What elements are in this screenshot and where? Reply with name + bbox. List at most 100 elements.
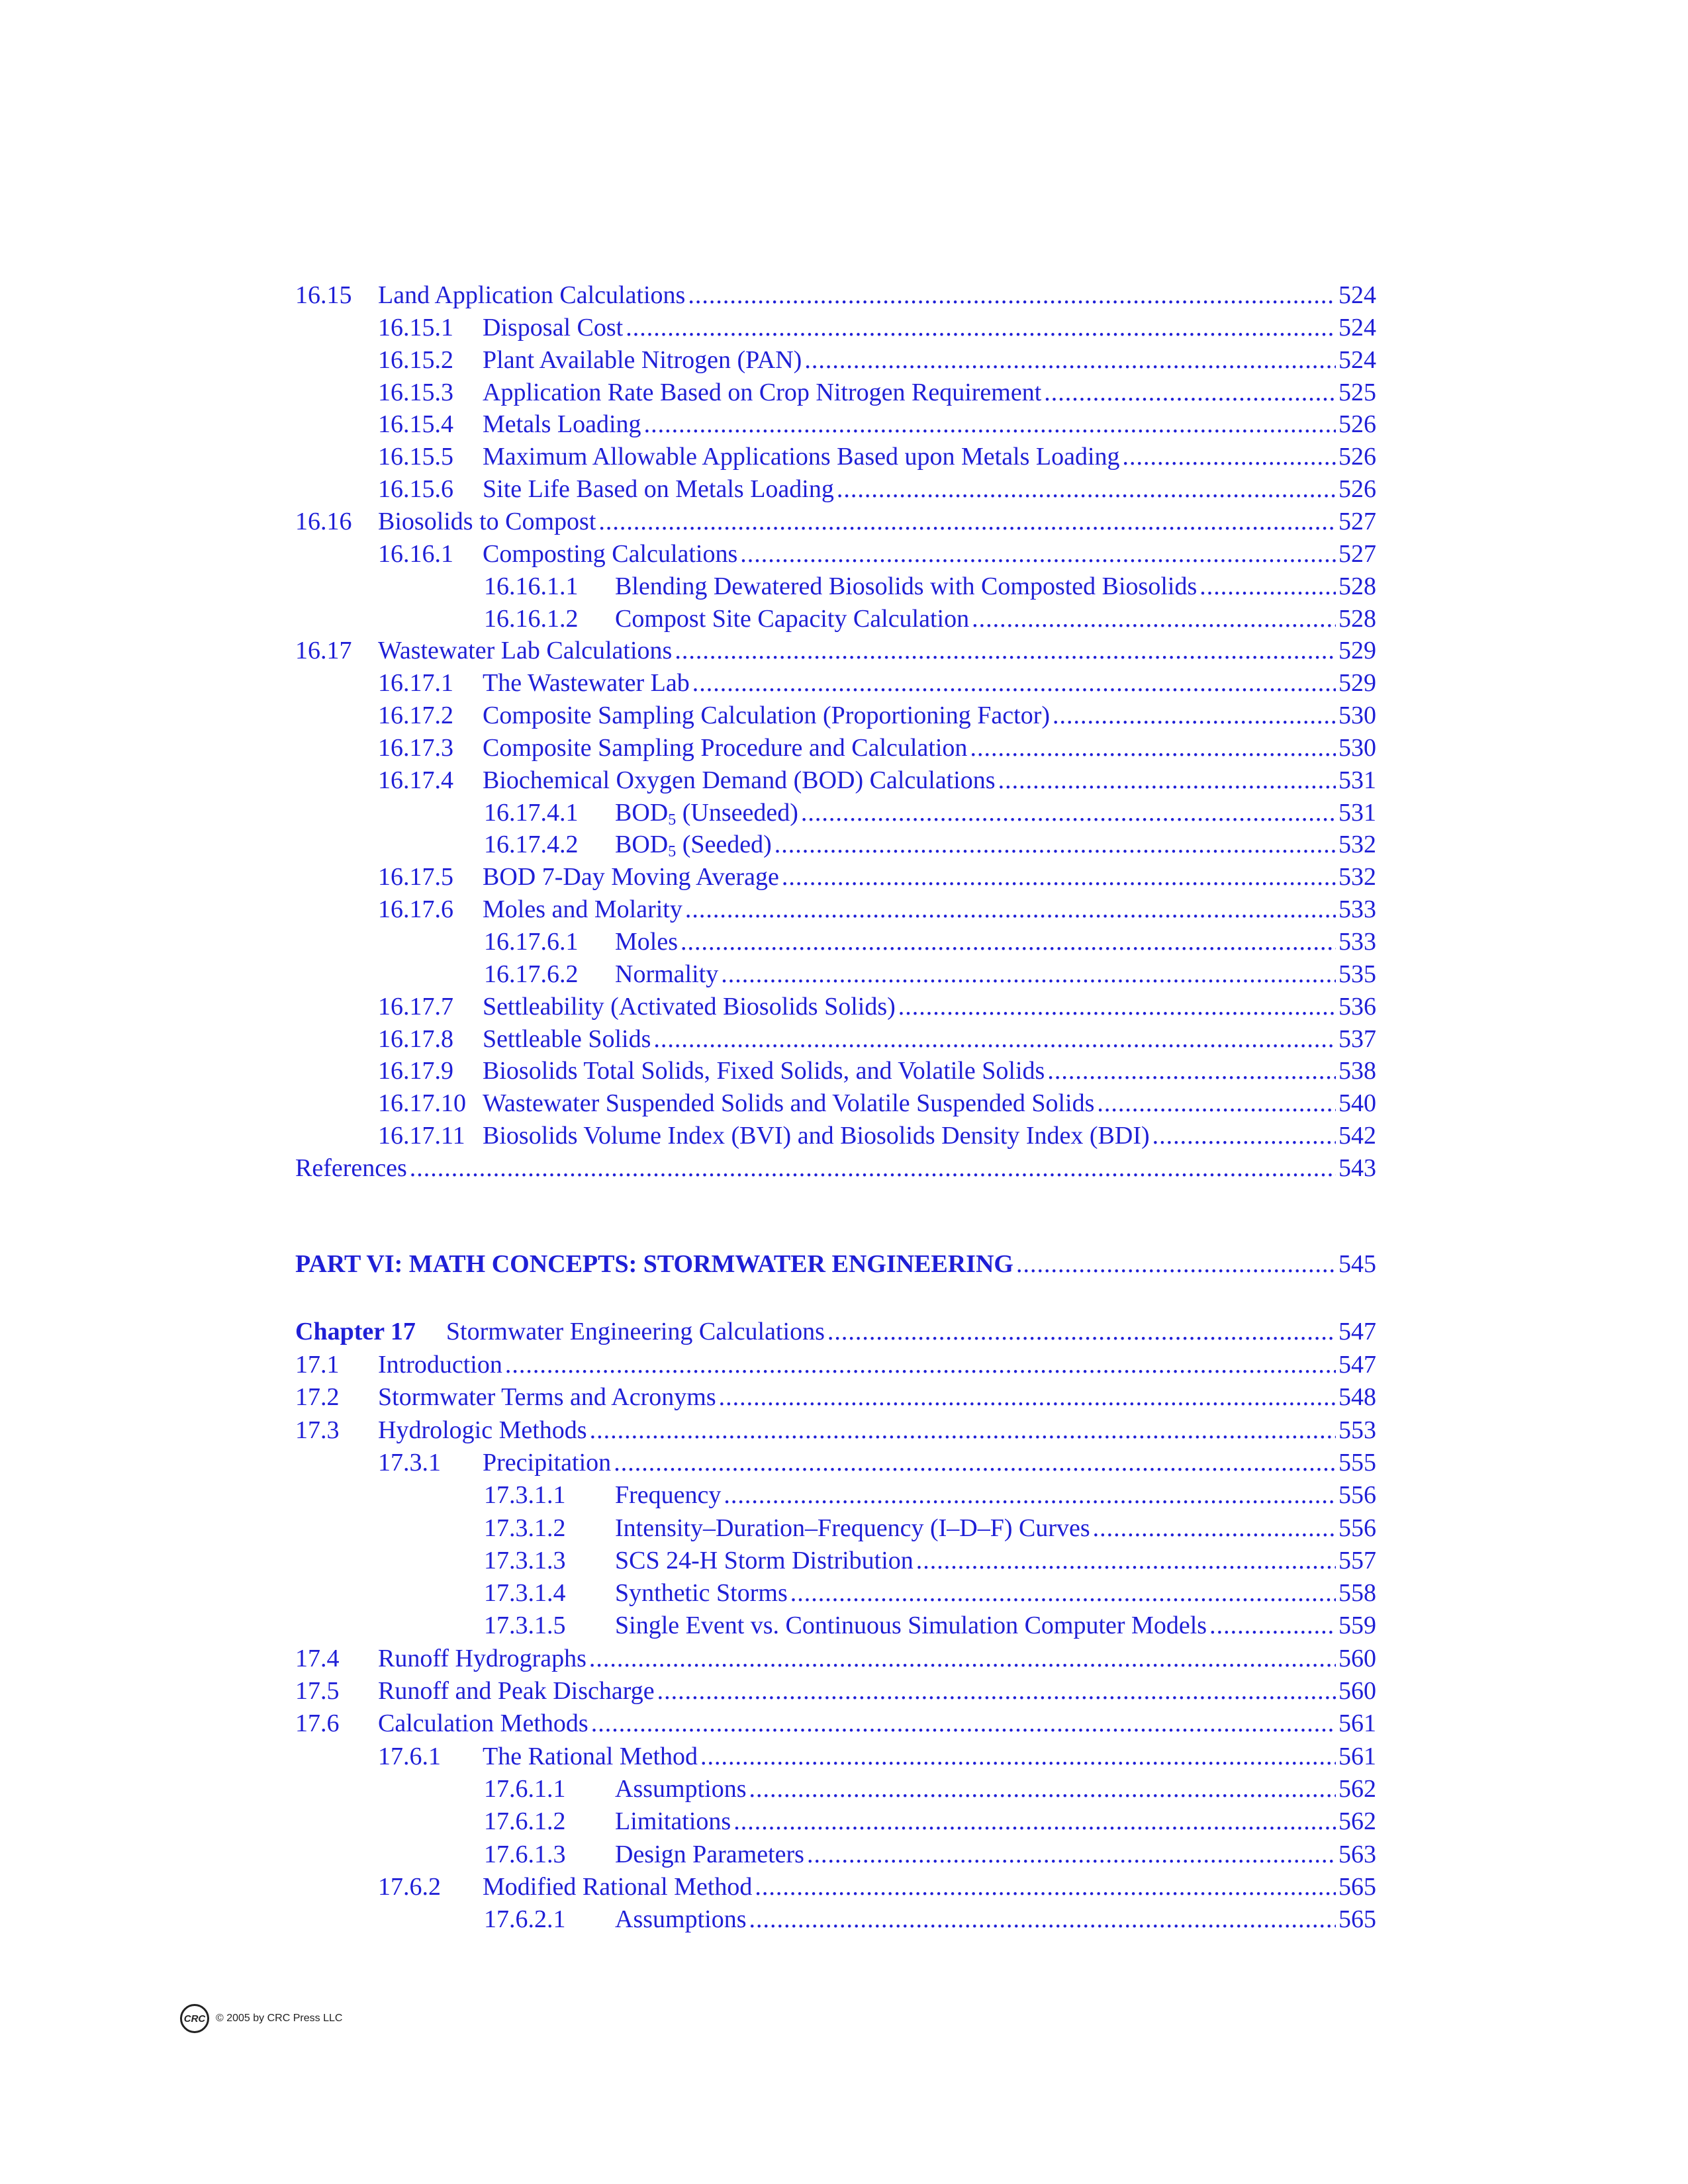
subscript: 5 — [668, 811, 677, 829]
section-number: 17.6.2.1 — [484, 1905, 566, 1934]
dot-leader — [657, 1675, 1336, 1707]
page-number: 527 — [1338, 539, 1376, 568]
section-number: 16.17.6.1 — [484, 928, 579, 956]
page-number: 561 — [1338, 1742, 1376, 1770]
page-number: 562 — [1338, 1807, 1376, 1836]
section-number: 16.17.1 — [378, 669, 453, 698]
title-text: (Unseeded) — [682, 798, 798, 827]
section-title: Wastewater Lab Calculations — [378, 635, 672, 666]
dot-leader — [774, 829, 1336, 860]
page-number: 536 — [1338, 992, 1376, 1021]
title-text: Biosolids Total Solids, Fixed Solids, an… — [483, 1057, 1045, 1085]
dot-leader — [807, 1839, 1336, 1870]
page-number: 529 — [1338, 637, 1376, 665]
section-number: 16.17.6 — [378, 895, 453, 924]
toc-entry: 17.4 Runoff Hydrographs 560 — [295, 1643, 1376, 1674]
title-text: Moles and Molarity — [483, 895, 682, 924]
subscript: 5 — [668, 843, 677, 861]
page-number: 526 — [1338, 475, 1376, 504]
dot-leader — [688, 279, 1336, 311]
dot-leader — [998, 764, 1336, 796]
toc-entry: 17.6.2.1 Assumptions 565 — [484, 1903, 1376, 1935]
title-text: Application Rate Based on Crop Nitrogen … — [483, 378, 1042, 406]
page-number: 540 — [1338, 1089, 1376, 1118]
toc-entry: 17.3.1 Precipitation 555 — [378, 1447, 1376, 1479]
section-title: Composite Sampling Procedure and Calcula… — [483, 732, 967, 764]
toc-entry: 16.17.9 Biosolids Total Solids, Fixed Sol… — [378, 1055, 1376, 1087]
page-number: 561 — [1338, 1709, 1376, 1738]
page-number: 556 — [1338, 1481, 1376, 1510]
section-number: 16.17.7 — [378, 992, 453, 1021]
dot-leader — [804, 344, 1336, 376]
dot-leader — [680, 926, 1336, 958]
footer: CRC © 2005 by CRC Press LLC — [180, 2004, 342, 2033]
section-title: Runoff Hydrographs — [378, 1643, 586, 1674]
section-title: Settleable Solids — [483, 1023, 651, 1055]
dot-leader — [916, 1545, 1336, 1576]
section-title: Introduction — [378, 1349, 502, 1381]
page-number: 543 — [1338, 1154, 1376, 1182]
section-number: 17.3.1.3 — [484, 1546, 566, 1574]
dot-leader — [1152, 1120, 1336, 1152]
dot-leader — [653, 1023, 1336, 1055]
page-number: 528 — [1338, 604, 1376, 633]
dot-leader — [721, 958, 1336, 990]
toc-entry: 16.17.3 Composite Sampling Procedure and … — [378, 732, 1376, 764]
toc-entry: 16.15 Land Application Calculations 524 — [295, 279, 1376, 311]
title-text: Settleable Solids — [483, 1024, 651, 1053]
page-number: 553 — [1338, 1416, 1376, 1444]
page-number: 556 — [1338, 1514, 1376, 1542]
title-text: Precipitation — [483, 1448, 612, 1477]
section-number: 17.3.1 — [378, 1448, 441, 1477]
section-title: Precipitation — [483, 1447, 611, 1479]
page-number: 529 — [1338, 669, 1376, 698]
section-title: Wastewater Suspended Solids and Volatile… — [483, 1087, 1094, 1119]
page-number: 548 — [1338, 1383, 1376, 1412]
toc-entry: 16.16.1.1 Blending Dewatered Biosolids wi… — [484, 570, 1376, 602]
toc-entry: 16.17.4.1 BOD5 (Unseeded) 531 — [484, 797, 1376, 829]
page-number: 565 — [1338, 1872, 1376, 1901]
page-number: 528 — [1338, 572, 1376, 600]
toc-entry: 17.3 Hydrologic Methods 553 — [295, 1414, 1376, 1446]
title-text: The Rational Method — [483, 1742, 698, 1770]
page-number: 525 — [1338, 378, 1376, 406]
section-number: 16.15.4 — [378, 410, 453, 439]
title-text: BOD — [615, 798, 669, 827]
section-number: 16.15.6 — [378, 475, 453, 504]
section-number: 16.17 — [295, 637, 352, 665]
section-title: Biosolids to Compost — [378, 506, 596, 537]
section-title: The Wastewater Lab — [483, 667, 690, 699]
section-number: 16.17.6.2 — [484, 960, 579, 988]
toc-entry: 16.15.2 Plant Available Nitrogen (PAN) 524 — [378, 344, 1376, 376]
toc-entry: 16.17.5 BOD 7-Day Moving Average 532 — [378, 861, 1376, 893]
references-title: References — [295, 1154, 407, 1182]
dot-leader — [685, 893, 1336, 925]
section-number: 16.17.9 — [378, 1057, 453, 1085]
section-title: Composite Sampling Calculation (Proporti… — [483, 700, 1050, 731]
dot-leader — [692, 667, 1336, 699]
title-text: Limitations — [615, 1807, 731, 1836]
toc-entry: 16.15.6 Site Life Based on Metals Loading… — [378, 473, 1376, 505]
page-number: 527 — [1338, 507, 1376, 535]
section-number: 16.15.2 — [378, 345, 453, 374]
dot-leader — [589, 1643, 1336, 1674]
dot-leader — [801, 797, 1336, 829]
section-number: 17.6.1.3 — [484, 1840, 566, 1868]
section-title: Application Rate Based on Crop Nitrogen … — [483, 377, 1041, 408]
section-number: 16.15 — [295, 281, 352, 309]
page-number: 558 — [1338, 1579, 1376, 1608]
section-number: 17.3.1.4 — [484, 1579, 566, 1608]
section-title: Biosolids Volume Index (BVI) and Biosoli… — [483, 1120, 1150, 1152]
dot-leader — [782, 861, 1336, 893]
title-text: Biochemical Oxygen Demand (BOD) Calculat… — [483, 766, 996, 794]
section-title: Modified Rational Method — [483, 1871, 752, 1903]
section-title: Compost Site Capacity Calculation — [615, 603, 969, 635]
section-title: Stormwater Terms and Acronyms — [378, 1381, 716, 1413]
dot-leader — [1097, 1087, 1336, 1119]
references-entry: References 543 — [295, 1152, 1376, 1184]
title-text: Stormwater Terms and Acronyms — [378, 1383, 716, 1412]
title-text: Runoff Hydrographs — [378, 1644, 586, 1672]
toc-entry: 16.17.6.2 Normality 535 — [484, 958, 1376, 990]
page-number: 555 — [1338, 1448, 1376, 1477]
title-text: Design Parameters — [615, 1840, 804, 1868]
